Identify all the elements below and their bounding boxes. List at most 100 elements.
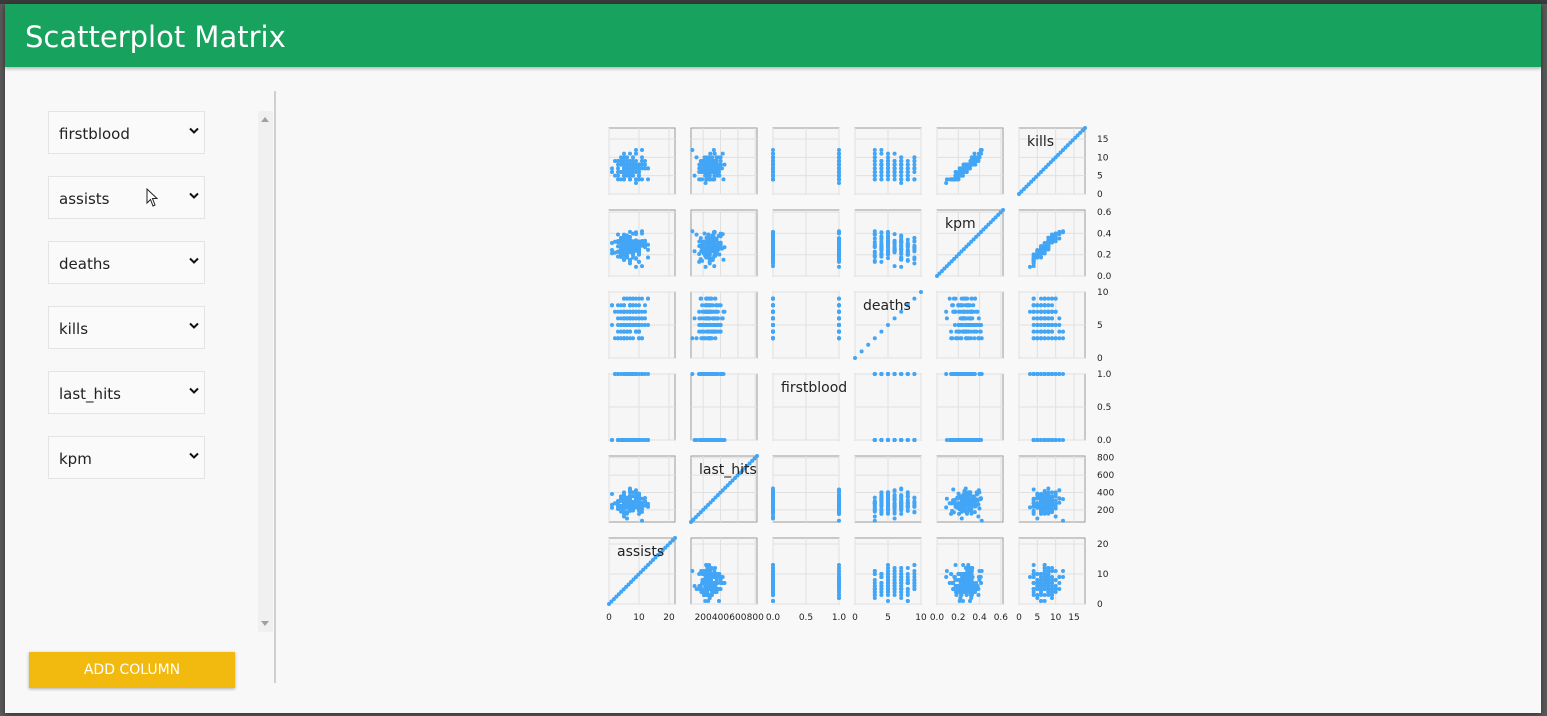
data-point bbox=[616, 438, 620, 442]
data-point bbox=[912, 296, 917, 301]
column-select-5[interactable]: last_hits bbox=[48, 371, 205, 414]
data-point bbox=[947, 261, 952, 266]
data-point bbox=[712, 151, 717, 156]
column-select-4[interactable]: kills bbox=[48, 306, 205, 349]
data-point bbox=[837, 584, 841, 588]
data-point bbox=[978, 148, 983, 152]
data-point bbox=[879, 372, 884, 376]
sidebar-scrollbar[interactable] bbox=[258, 111, 273, 632]
data-point bbox=[1031, 497, 1036, 502]
data-point bbox=[622, 249, 626, 254]
data-point bbox=[912, 239, 917, 244]
data-point bbox=[712, 569, 717, 573]
data-point bbox=[892, 264, 897, 269]
data-point bbox=[613, 159, 617, 163]
data-point bbox=[625, 242, 629, 247]
column-select-3[interactable]: deaths bbox=[48, 241, 205, 284]
data-point bbox=[961, 296, 966, 301]
data-point bbox=[879, 581, 884, 585]
data-point bbox=[625, 155, 629, 160]
data-point bbox=[704, 563, 709, 567]
data-point bbox=[899, 243, 904, 248]
data-point bbox=[837, 151, 841, 156]
data-point bbox=[968, 372, 973, 376]
column-select-1[interactable]: firstblood bbox=[48, 111, 205, 154]
data-point bbox=[837, 518, 841, 523]
data-point bbox=[886, 151, 890, 156]
data-point bbox=[899, 251, 904, 256]
chevron-down-icon bbox=[189, 387, 199, 394]
data-point bbox=[619, 303, 623, 308]
data-point bbox=[1053, 372, 1058, 376]
data-point bbox=[899, 506, 904, 511]
data-point bbox=[905, 243, 910, 248]
data-point bbox=[951, 487, 956, 492]
data-point bbox=[721, 257, 726, 262]
data-point bbox=[1058, 150, 1063, 155]
data-point bbox=[634, 500, 638, 505]
column-select-value: kpm bbox=[59, 450, 92, 468]
data-point bbox=[1031, 438, 1036, 442]
data-point bbox=[1039, 249, 1043, 254]
data-point bbox=[967, 599, 972, 603]
data-point bbox=[634, 166, 638, 171]
data-point bbox=[998, 210, 1003, 215]
data-point bbox=[619, 241, 623, 246]
data-point bbox=[957, 329, 962, 334]
data-point bbox=[972, 296, 977, 301]
data-point bbox=[640, 518, 644, 523]
data-point bbox=[979, 518, 984, 523]
data-point bbox=[771, 329, 775, 334]
data-point bbox=[892, 495, 897, 500]
data-point bbox=[699, 245, 704, 250]
data-point bbox=[879, 159, 884, 163]
data-point bbox=[703, 336, 708, 341]
data-point bbox=[673, 536, 677, 540]
scroll-up-arrow-icon[interactable] bbox=[261, 117, 269, 122]
data-point bbox=[919, 290, 923, 294]
data-point bbox=[698, 510, 703, 515]
data-point bbox=[872, 438, 877, 442]
data-point bbox=[965, 569, 970, 573]
data-point bbox=[1031, 296, 1036, 301]
data-point bbox=[837, 177, 841, 182]
column-select-2[interactable]: assists bbox=[48, 176, 205, 219]
data-point bbox=[707, 250, 712, 255]
data-point bbox=[892, 587, 897, 591]
data-point bbox=[610, 166, 614, 171]
data-point bbox=[622, 177, 626, 182]
add-column-button[interactable]: ADD COLUMN bbox=[29, 652, 235, 688]
data-point bbox=[965, 323, 970, 327]
data-point bbox=[713, 296, 718, 301]
data-point bbox=[771, 159, 775, 163]
scroll-down-arrow-icon[interactable] bbox=[261, 621, 269, 626]
data-point bbox=[905, 237, 910, 242]
data-point bbox=[631, 372, 635, 376]
data-point bbox=[905, 438, 910, 442]
data-point bbox=[771, 177, 775, 182]
data-point bbox=[899, 247, 904, 252]
data-point bbox=[631, 323, 635, 327]
data-point bbox=[892, 593, 897, 597]
data-point bbox=[963, 509, 968, 514]
data-point bbox=[771, 256, 775, 261]
data-point bbox=[646, 501, 650, 506]
data-point bbox=[1057, 336, 1062, 341]
data-point bbox=[950, 372, 955, 376]
data-point bbox=[634, 243, 638, 248]
data-point bbox=[1042, 249, 1047, 254]
data-point bbox=[837, 575, 841, 579]
data-point bbox=[966, 242, 971, 247]
data-point bbox=[1042, 438, 1047, 442]
scatterplot-matrix-chart: killskpmdeathsfirstbloodlast_hitsassists… bbox=[606, 126, 1114, 623]
data-point bbox=[1042, 296, 1047, 301]
data-point bbox=[1046, 503, 1051, 508]
data-point bbox=[640, 296, 644, 301]
data-point bbox=[872, 259, 877, 264]
data-point bbox=[625, 323, 629, 327]
data-point bbox=[634, 438, 638, 442]
data-point bbox=[692, 584, 697, 588]
data-point bbox=[1083, 126, 1087, 130]
column-select-6[interactable]: kpm bbox=[48, 436, 205, 479]
data-point bbox=[886, 575, 890, 579]
